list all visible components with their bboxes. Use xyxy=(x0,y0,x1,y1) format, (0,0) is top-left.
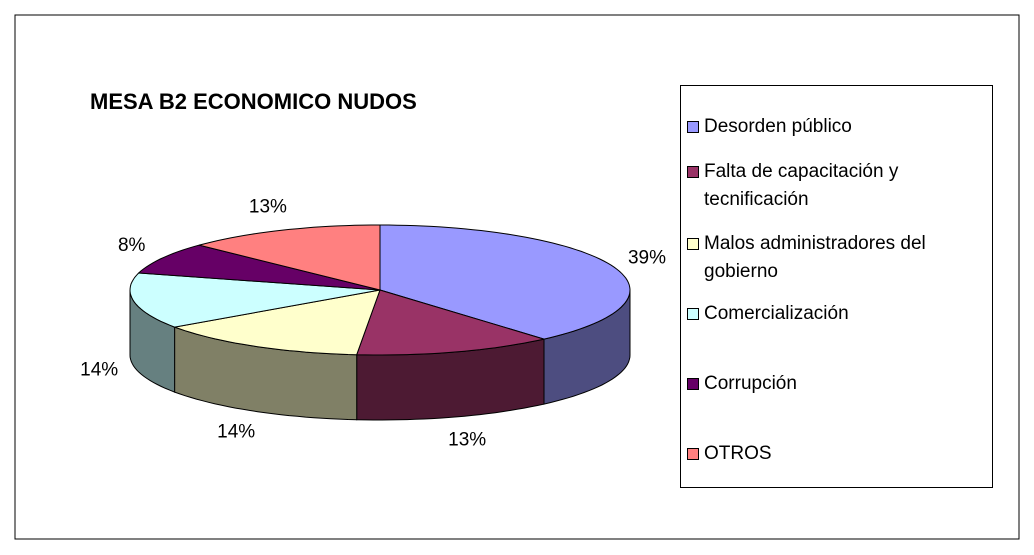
slice xyxy=(355,289,545,356)
legend-label: Corrupción xyxy=(704,373,797,394)
legend-swatch xyxy=(687,308,699,320)
data-label: 14% xyxy=(80,359,118,380)
legend-entry: Corrupción xyxy=(687,370,987,398)
legend-entry: Comercialización xyxy=(687,300,987,328)
legend-swatch xyxy=(687,448,699,460)
slice xyxy=(379,224,631,340)
legend-label: OTROS xyxy=(704,443,772,464)
data-label: 8% xyxy=(118,235,146,256)
legend-swatch xyxy=(687,166,699,178)
chart-title: MESA B2 ECONOMICO NUDOS xyxy=(90,89,417,114)
legend-swatch xyxy=(687,121,699,133)
data-label: 13% xyxy=(249,196,287,217)
data-label: 13% xyxy=(448,430,486,451)
legend-entry: Malos administradores del gobierno xyxy=(687,230,987,286)
legend: Desorden público Falta de capacitación y … xyxy=(680,85,993,488)
legend-label: Malos administradores del gobierno xyxy=(704,233,926,282)
slice xyxy=(198,224,381,291)
legend-label: Desorden público xyxy=(704,116,852,137)
slice xyxy=(137,244,381,291)
slice xyxy=(172,289,381,356)
data-label: 14% xyxy=(217,422,255,443)
legend-entry: Falta de capacitación y tecnificación xyxy=(687,158,987,214)
legend-swatch xyxy=(687,238,699,250)
legend-entry: Desorden público xyxy=(687,113,987,141)
data-label: 39% xyxy=(628,248,666,269)
legend-label: Comercialización xyxy=(704,303,849,324)
legend-swatch xyxy=(687,378,699,390)
legend-label: Falta de capacitación y tecnificación xyxy=(704,161,899,210)
slice xyxy=(129,272,381,328)
legend-entry: OTROS xyxy=(687,440,987,468)
